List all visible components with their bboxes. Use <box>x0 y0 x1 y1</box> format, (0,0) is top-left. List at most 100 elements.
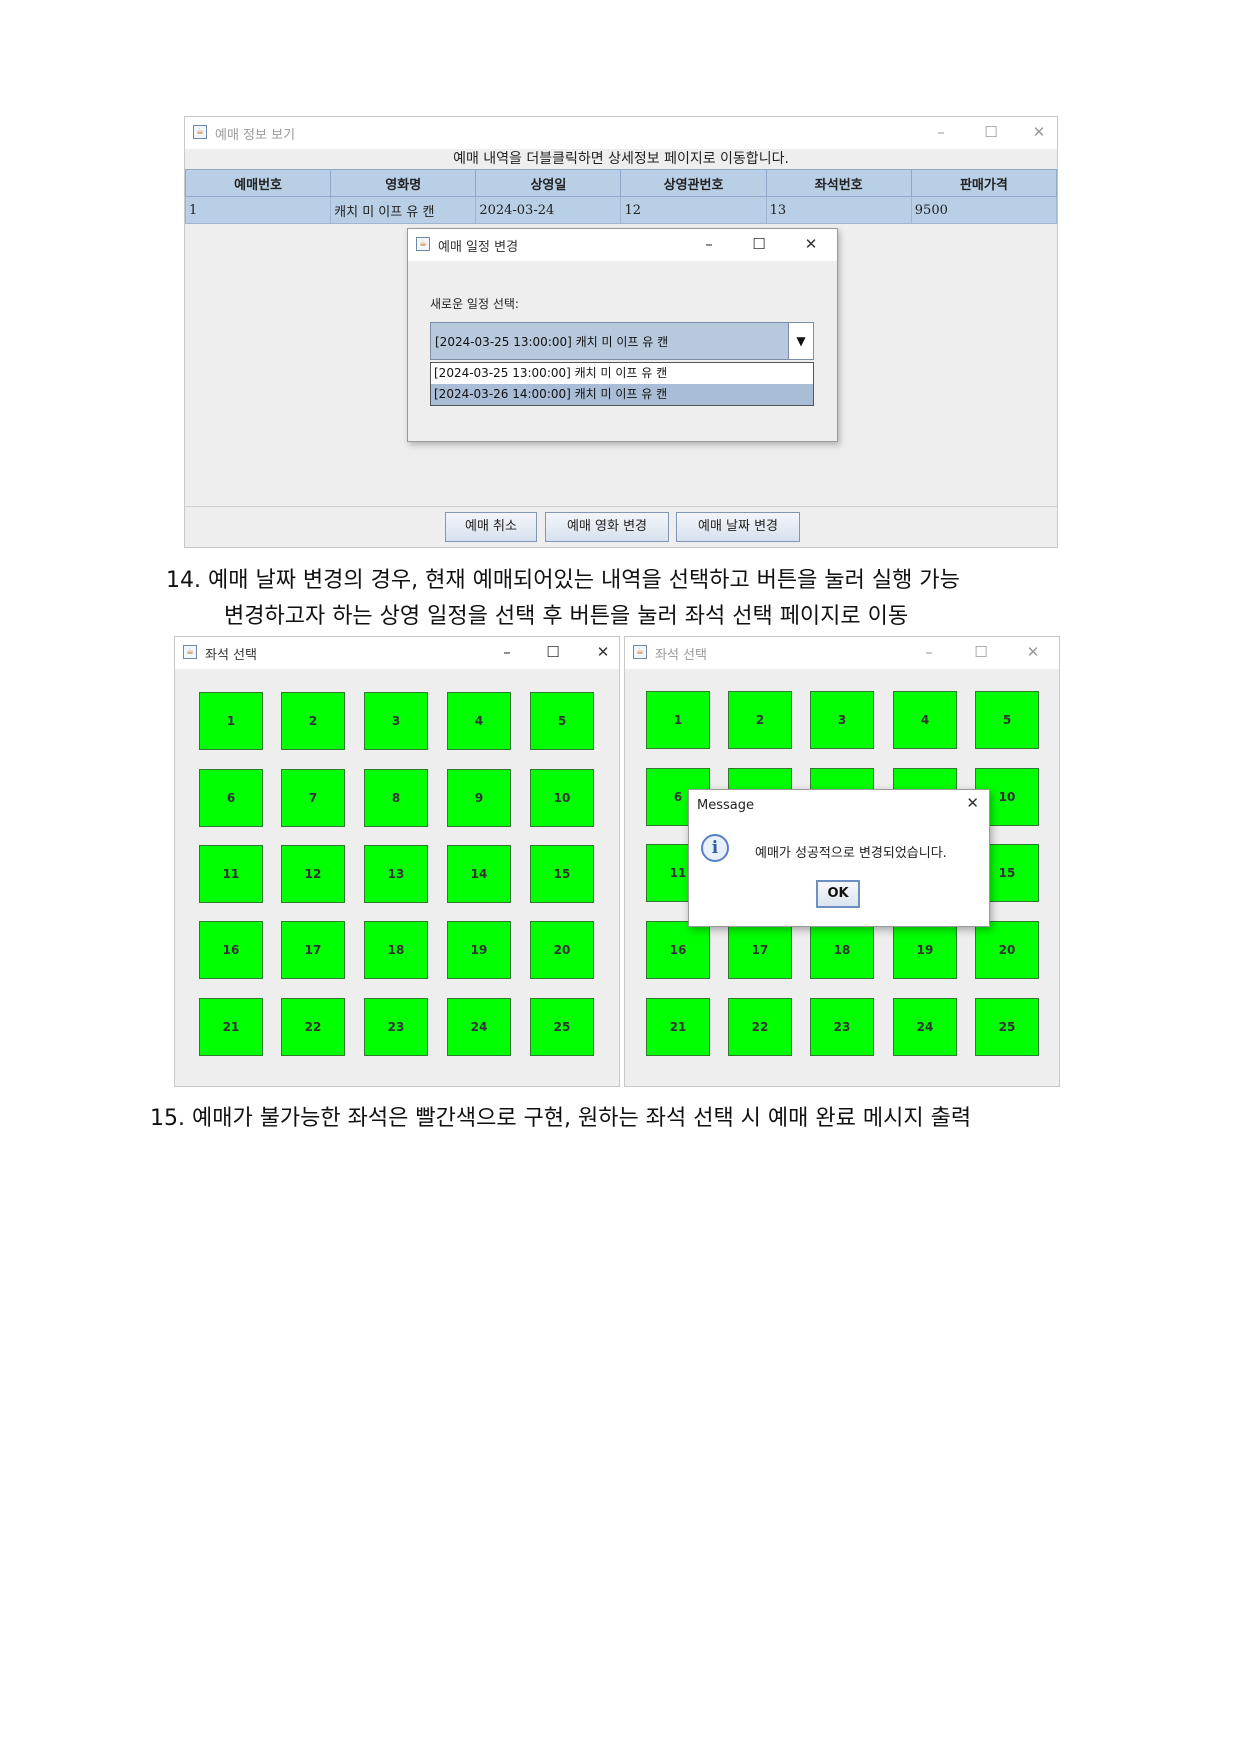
info-icon: i <box>701 834 729 862</box>
seat-button[interactable]: 17 <box>728 921 792 979</box>
button-bar: 예매 취소 예매 영화 변경 예매 날짜 변경 <box>185 506 1057 547</box>
seat-button[interactable]: 12 <box>281 845 345 903</box>
java-icon: ☕ <box>416 237 430 251</box>
seat-button[interactable]: 16 <box>646 921 710 979</box>
java-icon: ☕ <box>633 645 647 659</box>
booking-info-window: ☕ 예매 정보 보기 – ☐ ✕ 예매 내역을 더블클릭하면 상세정보 페이지로… <box>184 116 1058 548</box>
seat-button[interactable]: 10 <box>530 769 594 827</box>
message-text: 예매가 성공적으로 변경되었습니다. <box>755 846 947 861</box>
minimize-icon[interactable]: – <box>503 643 511 661</box>
seat-button[interactable]: 14 <box>447 845 511 903</box>
dialog-titlebar: ☕ 예매 일정 변경 – ☐ ✕ <box>408 229 837 261</box>
minimize-icon[interactable]: – <box>705 235 713 253</box>
seat-button[interactable]: 19 <box>447 921 511 979</box>
seat-button[interactable]: 9 <box>447 769 511 827</box>
java-icon: ☕ <box>183 645 197 659</box>
booking-window-titlebar: ☕ 예매 정보 보기 – ☐ ✕ <box>185 117 1057 149</box>
seat-button[interactable]: 3 <box>810 691 874 749</box>
seat-button[interactable]: 24 <box>893 998 957 1056</box>
seat-button[interactable]: 23 <box>810 998 874 1056</box>
seat-button[interactable]: 18 <box>810 921 874 979</box>
seat-button[interactable]: 18 <box>364 921 428 979</box>
seat-button[interactable]: 25 <box>975 998 1039 1056</box>
dropdown-arrow-icon[interactable]: ▼ <box>788 323 813 359</box>
seat-button[interactable]: 15 <box>530 845 594 903</box>
seat-button[interactable]: 20 <box>530 921 594 979</box>
close-icon[interactable]: ✕ <box>596 643 610 661</box>
minimize-icon[interactable]: – <box>925 643 933 661</box>
maximize-icon[interactable]: ☐ <box>984 123 998 141</box>
seat-button[interactable]: 25 <box>530 998 594 1056</box>
column-header[interactable]: 상영일 <box>475 169 622 197</box>
maximize-icon[interactable]: ☐ <box>546 643 560 661</box>
seat-button[interactable]: 11 <box>199 845 263 903</box>
caption-14-line1: 14. 예매 날짜 변경의 경우, 현재 예매되어있는 내역을 선택하고 버튼을… <box>166 568 960 593</box>
seat-button[interactable]: 7 <box>281 769 345 827</box>
seat-button[interactable]: 3 <box>364 692 428 750</box>
column-header[interactable]: 판매가격 <box>910 169 1058 197</box>
cell-booking-number: 1 <box>184 196 332 224</box>
ok-button[interactable]: OK <box>816 880 860 908</box>
message-dialog: Message ✕ i 예매가 성공적으로 변경되었습니다. OK <box>688 789 990 927</box>
table-header-row: 예매번호 영화명 상영일 상영관번호 좌석번호 판매가격 <box>184 169 1058 197</box>
seat-button[interactable]: 5 <box>975 691 1039 749</box>
schedule-option-selected[interactable]: [2024-03-26 14:00:00] 캐치 미 이프 유 캔 <box>431 384 813 405</box>
dialog-title: 예매 일정 변경 <box>438 240 519 255</box>
schedule-label: 새로운 일정 선택: <box>430 297 519 311</box>
minimize-icon[interactable]: – <box>937 123 945 141</box>
seat-button[interactable]: 1 <box>199 692 263 750</box>
combobox-selected-value: [2024-03-25 13:00:00] 캐치 미 이프 유 캔 <box>435 335 669 349</box>
cell-price: 9500 <box>910 196 1058 224</box>
schedule-option[interactable]: [2024-03-25 13:00:00] 캐치 미 이프 유 캔 <box>434 366 668 380</box>
close-icon[interactable]: ✕ <box>1032 123 1046 141</box>
seat-button[interactable]: 8 <box>364 769 428 827</box>
column-header[interactable]: 영화명 <box>330 169 477 197</box>
seat-button[interactable]: 22 <box>728 998 792 1056</box>
seat-button[interactable]: 21 <box>646 998 710 1056</box>
column-header[interactable]: 상영관번호 <box>620 169 767 197</box>
seat-window-title: 좌석 선택 <box>655 648 707 663</box>
column-header[interactable]: 예매번호 <box>184 169 332 197</box>
seat-button[interactable]: 22 <box>281 998 345 1056</box>
schedule-change-dialog: ☕ 예매 일정 변경 – ☐ ✕ 새로운 일정 선택: [2024-03-25 … <box>407 228 838 442</box>
maximize-icon[interactable]: ☐ <box>974 643 988 661</box>
seat-window-titlebar: ☕ 좌석 선택 – ☐ ✕ <box>175 637 619 669</box>
table-row[interactable]: 1 캐치 미 이프 유 캔 2024-03-24 12 13 9500 <box>184 196 1058 224</box>
cancel-booking-button[interactable]: 예매 취소 <box>445 512 537 542</box>
change-date-button[interactable]: 예매 날짜 변경 <box>676 512 800 542</box>
change-movie-button[interactable]: 예매 영화 변경 <box>545 512 669 542</box>
schedule-combobox[interactable]: [2024-03-25 13:00:00] 캐치 미 이프 유 캔 ▼ <box>430 322 814 360</box>
seat-button[interactable]: 21 <box>199 998 263 1056</box>
seat-button[interactable]: 13 <box>364 845 428 903</box>
seat-button[interactable]: 23 <box>364 998 428 1056</box>
close-icon[interactable]: ✕ <box>1026 643 1040 661</box>
close-icon[interactable]: ✕ <box>966 794 979 812</box>
seat-button[interactable]: 1 <box>646 691 710 749</box>
maximize-icon[interactable]: ☐ <box>752 235 766 253</box>
seat-button[interactable]: 20 <box>975 921 1039 979</box>
seat-button[interactable]: 24 <box>447 998 511 1056</box>
seat-button[interactable]: 16 <box>199 921 263 979</box>
cell-movie-name: 캐치 미 이프 유 캔 <box>330 196 477 224</box>
caption-14-line2: 변경하고자 하는 상영 일정을 선택 후 버튼을 눌러 좌석 선택 페이지로 이… <box>224 604 909 629</box>
booking-table[interactable]: 예매번호 영화명 상영일 상영관번호 좌석번호 판매가격 1 캐치 미 이프 유… <box>184 169 1058 224</box>
seat-button[interactable]: 6 <box>199 769 263 827</box>
seat-button[interactable]: 4 <box>447 692 511 750</box>
booking-window-title: 예매 정보 보기 <box>215 128 296 143</box>
seat-button[interactable]: 2 <box>728 691 792 749</box>
seat-button[interactable]: 2 <box>281 692 345 750</box>
seat-button[interactable]: 17 <box>281 921 345 979</box>
double-click-notice: 예매 내역을 더블클릭하면 상세정보 페이지로 이동합니다. <box>453 151 789 167</box>
seat-button[interactable]: 5 <box>530 692 594 750</box>
java-icon: ☕ <box>193 125 207 139</box>
message-dialog-title: Message <box>697 798 754 813</box>
cell-screening-date: 2024-03-24 <box>475 196 622 224</box>
schedule-options-list[interactable]: [2024-03-25 13:00:00] 캐치 미 이프 유 캔 [2024-… <box>430 362 814 406</box>
seat-window-titlebar: ☕ 좌석 선택 – ☐ ✕ <box>625 637 1059 669</box>
close-icon[interactable]: ✕ <box>804 235 818 253</box>
cell-theater-number: 12 <box>620 196 767 224</box>
seat-button[interactable]: 4 <box>893 691 957 749</box>
seat-window-title: 좌석 선택 <box>205 648 257 663</box>
column-header[interactable]: 좌석번호 <box>765 169 912 197</box>
seat-button[interactable]: 19 <box>893 921 957 979</box>
